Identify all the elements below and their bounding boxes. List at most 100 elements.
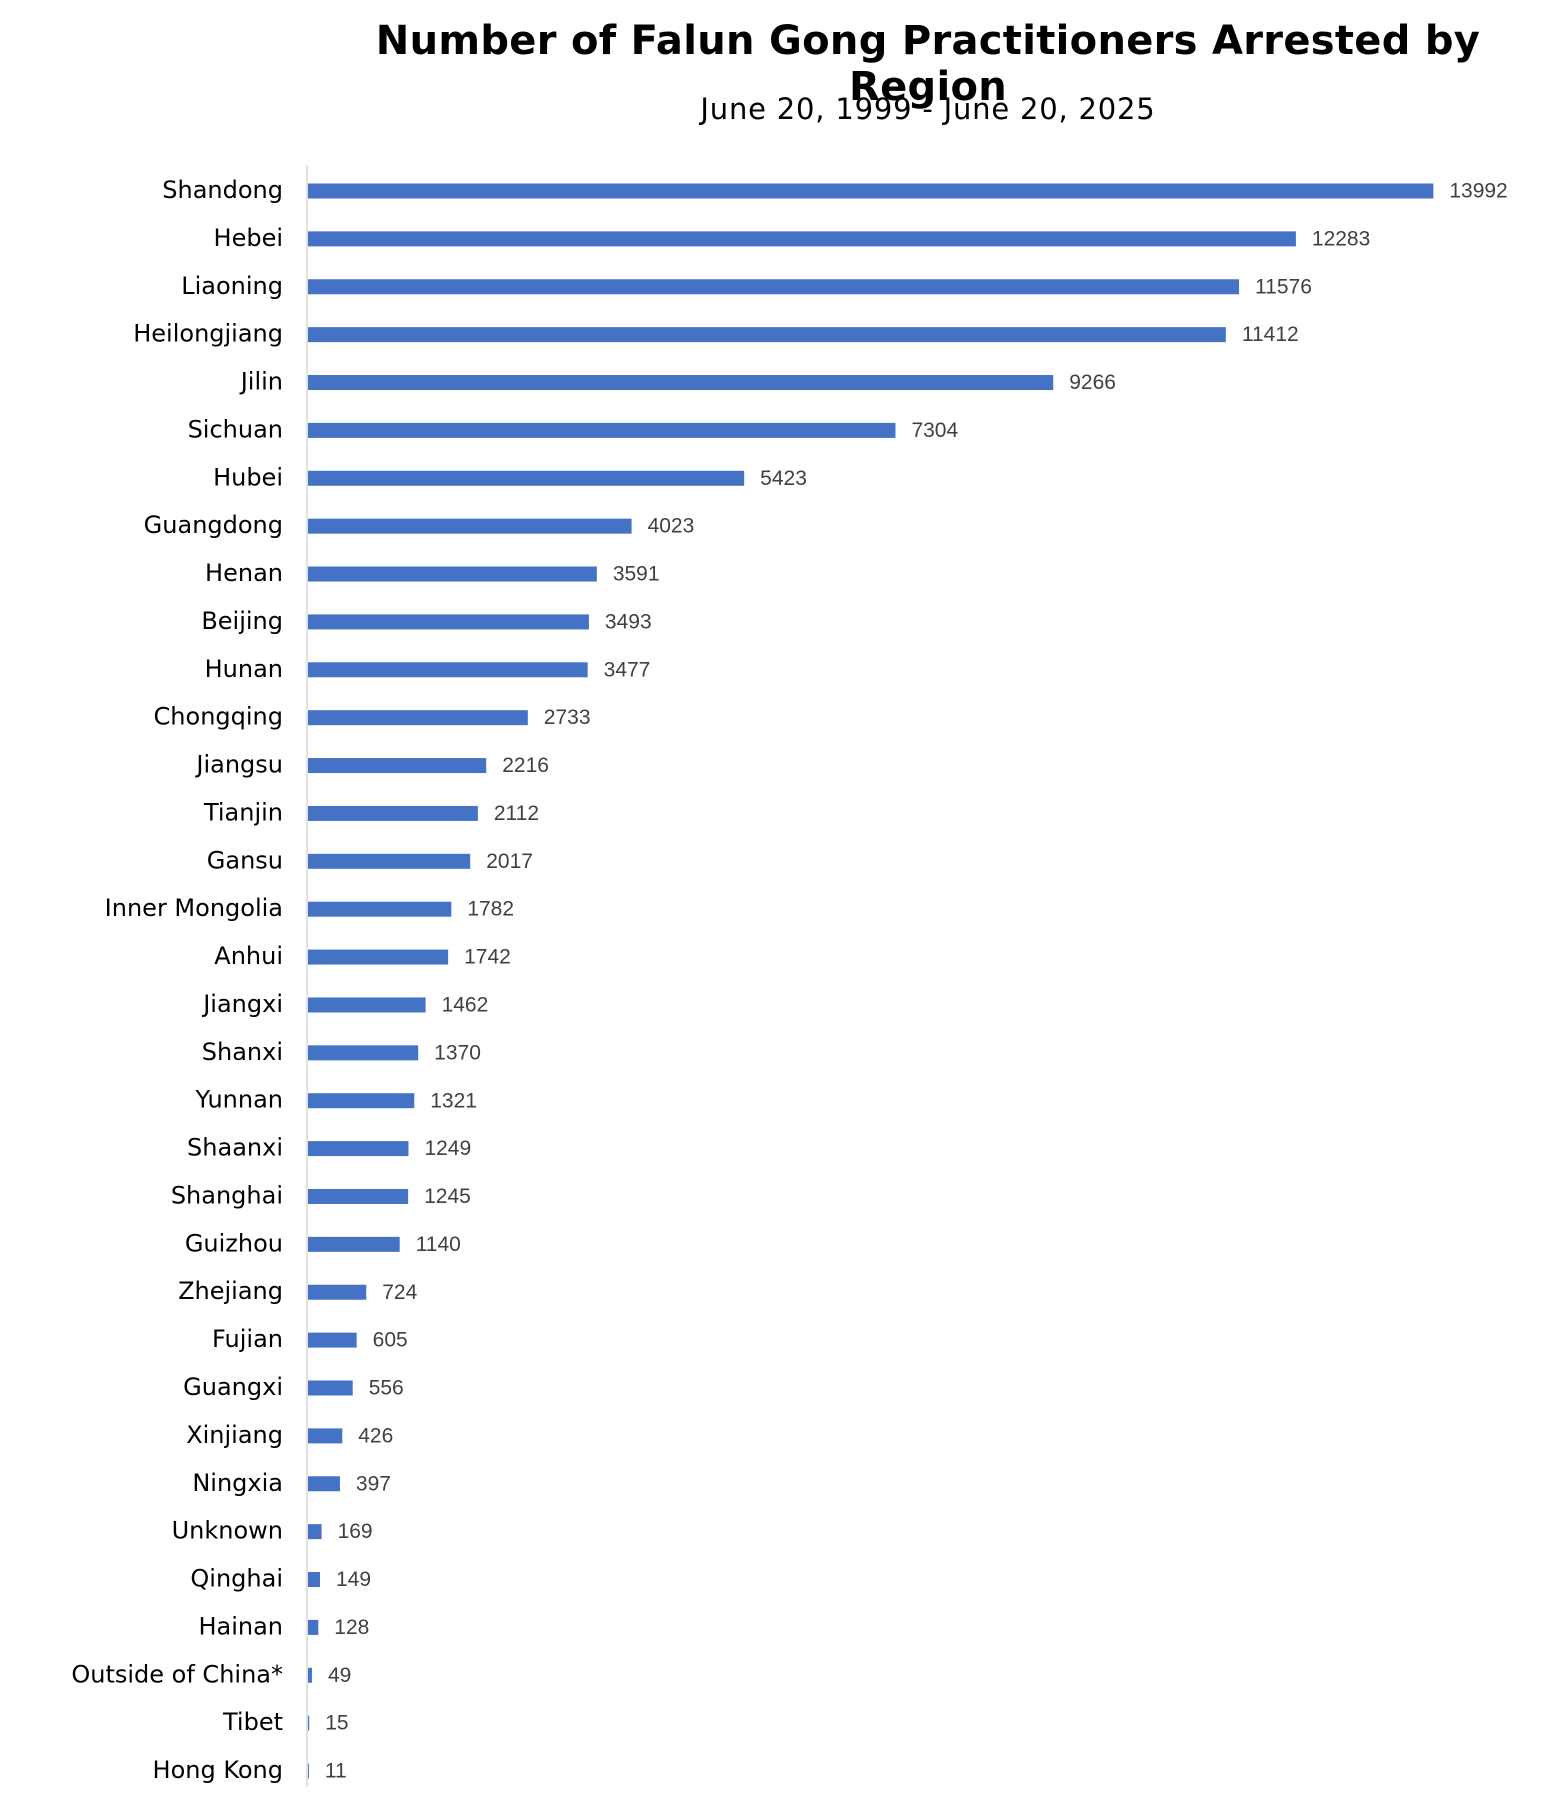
bar [308,949,449,965]
category-label: Outside of China* [71,1660,283,1688]
bar-row: Heilongjiang 11412 [133,320,1298,348]
category-label: Guizhou [185,1229,283,1257]
value-label: 1245 [424,1185,471,1208]
bar [308,1428,343,1444]
category-label: Shaanxi [187,1134,283,1162]
category-label: Hainan [198,1612,283,1640]
bar-row: Guangdong 4023 [144,511,695,539]
value-label: 11412 [1242,323,1299,346]
category-label: Shandong [162,176,283,204]
bar-row: Zhejiang 724 [178,1277,417,1305]
bar [308,805,478,821]
bar-row: Hubei 5423 [213,463,807,491]
bar-row: Guangxi 556 [183,1373,404,1401]
category-label: Qinghai [190,1565,283,1593]
chart-title: Number of Falun Gong Practitioners Arres… [375,18,1481,110]
bar-row: Henan 3591 [205,559,659,587]
bar-row: Qinghai 149 [190,1565,371,1593]
bar [308,375,1054,391]
bar [308,901,452,917]
bar [308,1188,409,1204]
bar [308,470,745,486]
bar [308,997,426,1013]
category-label: Shanghai [171,1181,283,1209]
bar-row: Outside of China* 49 [71,1660,351,1688]
bar [308,853,471,869]
value-label: 15 [325,1712,348,1735]
bar-row: Hunan 3477 [205,655,651,683]
value-label: 556 [369,1377,404,1400]
category-label: Tianjin [203,798,283,826]
bar [308,614,589,630]
category-label: Guangxi [183,1373,283,1401]
bar-row: Liaoning 11576 [181,272,1312,300]
value-label: 1462 [442,994,489,1017]
bar [308,183,1434,199]
bar [308,1667,312,1683]
bar-row: Inner Mongolia 1782 [105,894,514,922]
bar-row: Anhui 1742 [214,942,511,970]
value-label: 49 [328,1664,351,1687]
bar-row: Beijing 3493 [201,607,651,635]
category-label: Jilin [239,368,283,396]
bar [308,1284,367,1300]
category-label: Jiangxi [201,990,283,1018]
value-label: 149 [336,1568,371,1591]
category-label: Unknown [172,1517,283,1545]
category-label: Hong Kong [153,1756,283,1784]
bar-row: Hebei 12283 [214,224,1371,252]
category-label: Xinjiang [186,1421,283,1449]
value-label: 1321 [430,1089,477,1112]
bar [308,327,1226,343]
value-label: 1249 [424,1137,471,1160]
bar-row: Shaanxi 1249 [187,1134,471,1162]
value-label: 426 [358,1424,393,1447]
value-label: 1742 [464,946,511,969]
category-label: Chongqing [154,703,283,731]
category-label: Hunan [205,655,283,683]
category-label: Gansu [207,846,283,874]
value-label: 3493 [605,610,652,633]
bar-row: Xinjiang 426 [186,1421,393,1449]
category-label: Hebei [214,224,283,252]
value-label: 11576 [1255,275,1312,298]
value-label: 1140 [416,1233,461,1256]
bar [308,1476,340,1492]
bar [308,710,528,726]
bar [308,1619,319,1635]
value-label: 724 [382,1281,417,1304]
value-label: 2733 [544,706,591,729]
bar-row: Gansu 2017 [207,846,533,874]
bar-row: Tibet 15 [222,1708,349,1736]
category-label: Yunnan [195,1086,283,1114]
bar [308,662,588,678]
value-label: 9266 [1069,371,1116,394]
chart-subtitle: June 20, 1999 - June 20, 2025 [700,92,1156,126]
category-label: Anhui [214,942,283,970]
bar [308,1332,357,1348]
value-label: 605 [373,1329,408,1352]
category-label: Liaoning [181,272,283,300]
bar-row: Shandong 13992 [162,176,1507,204]
value-label: 3591 [613,563,660,586]
value-label: 12283 [1312,227,1370,250]
bar-row: Ningxia 397 [192,1469,391,1497]
bar [308,758,487,774]
bar-row: Jilin 9266 [239,368,1116,396]
value-label: 1782 [467,898,514,921]
bar [308,1093,415,1109]
category-label: Henan [205,559,283,587]
category-label: Zhejiang [178,1277,283,1305]
category-label: Jiangsu [194,751,283,779]
value-label: 2216 [502,754,549,777]
bar-row: Shanghai 1245 [171,1181,471,1209]
bar-row: Jiangsu 2216 [194,751,549,779]
bar-row: Jiangxi 1462 [201,990,488,1018]
bar [308,566,597,582]
bar [308,1141,409,1157]
bar [308,1715,310,1731]
bar-row: Sichuan 7304 [188,415,959,443]
value-label: 2017 [486,850,533,873]
bar [308,1524,322,1540]
value-label: 2112 [494,802,539,825]
